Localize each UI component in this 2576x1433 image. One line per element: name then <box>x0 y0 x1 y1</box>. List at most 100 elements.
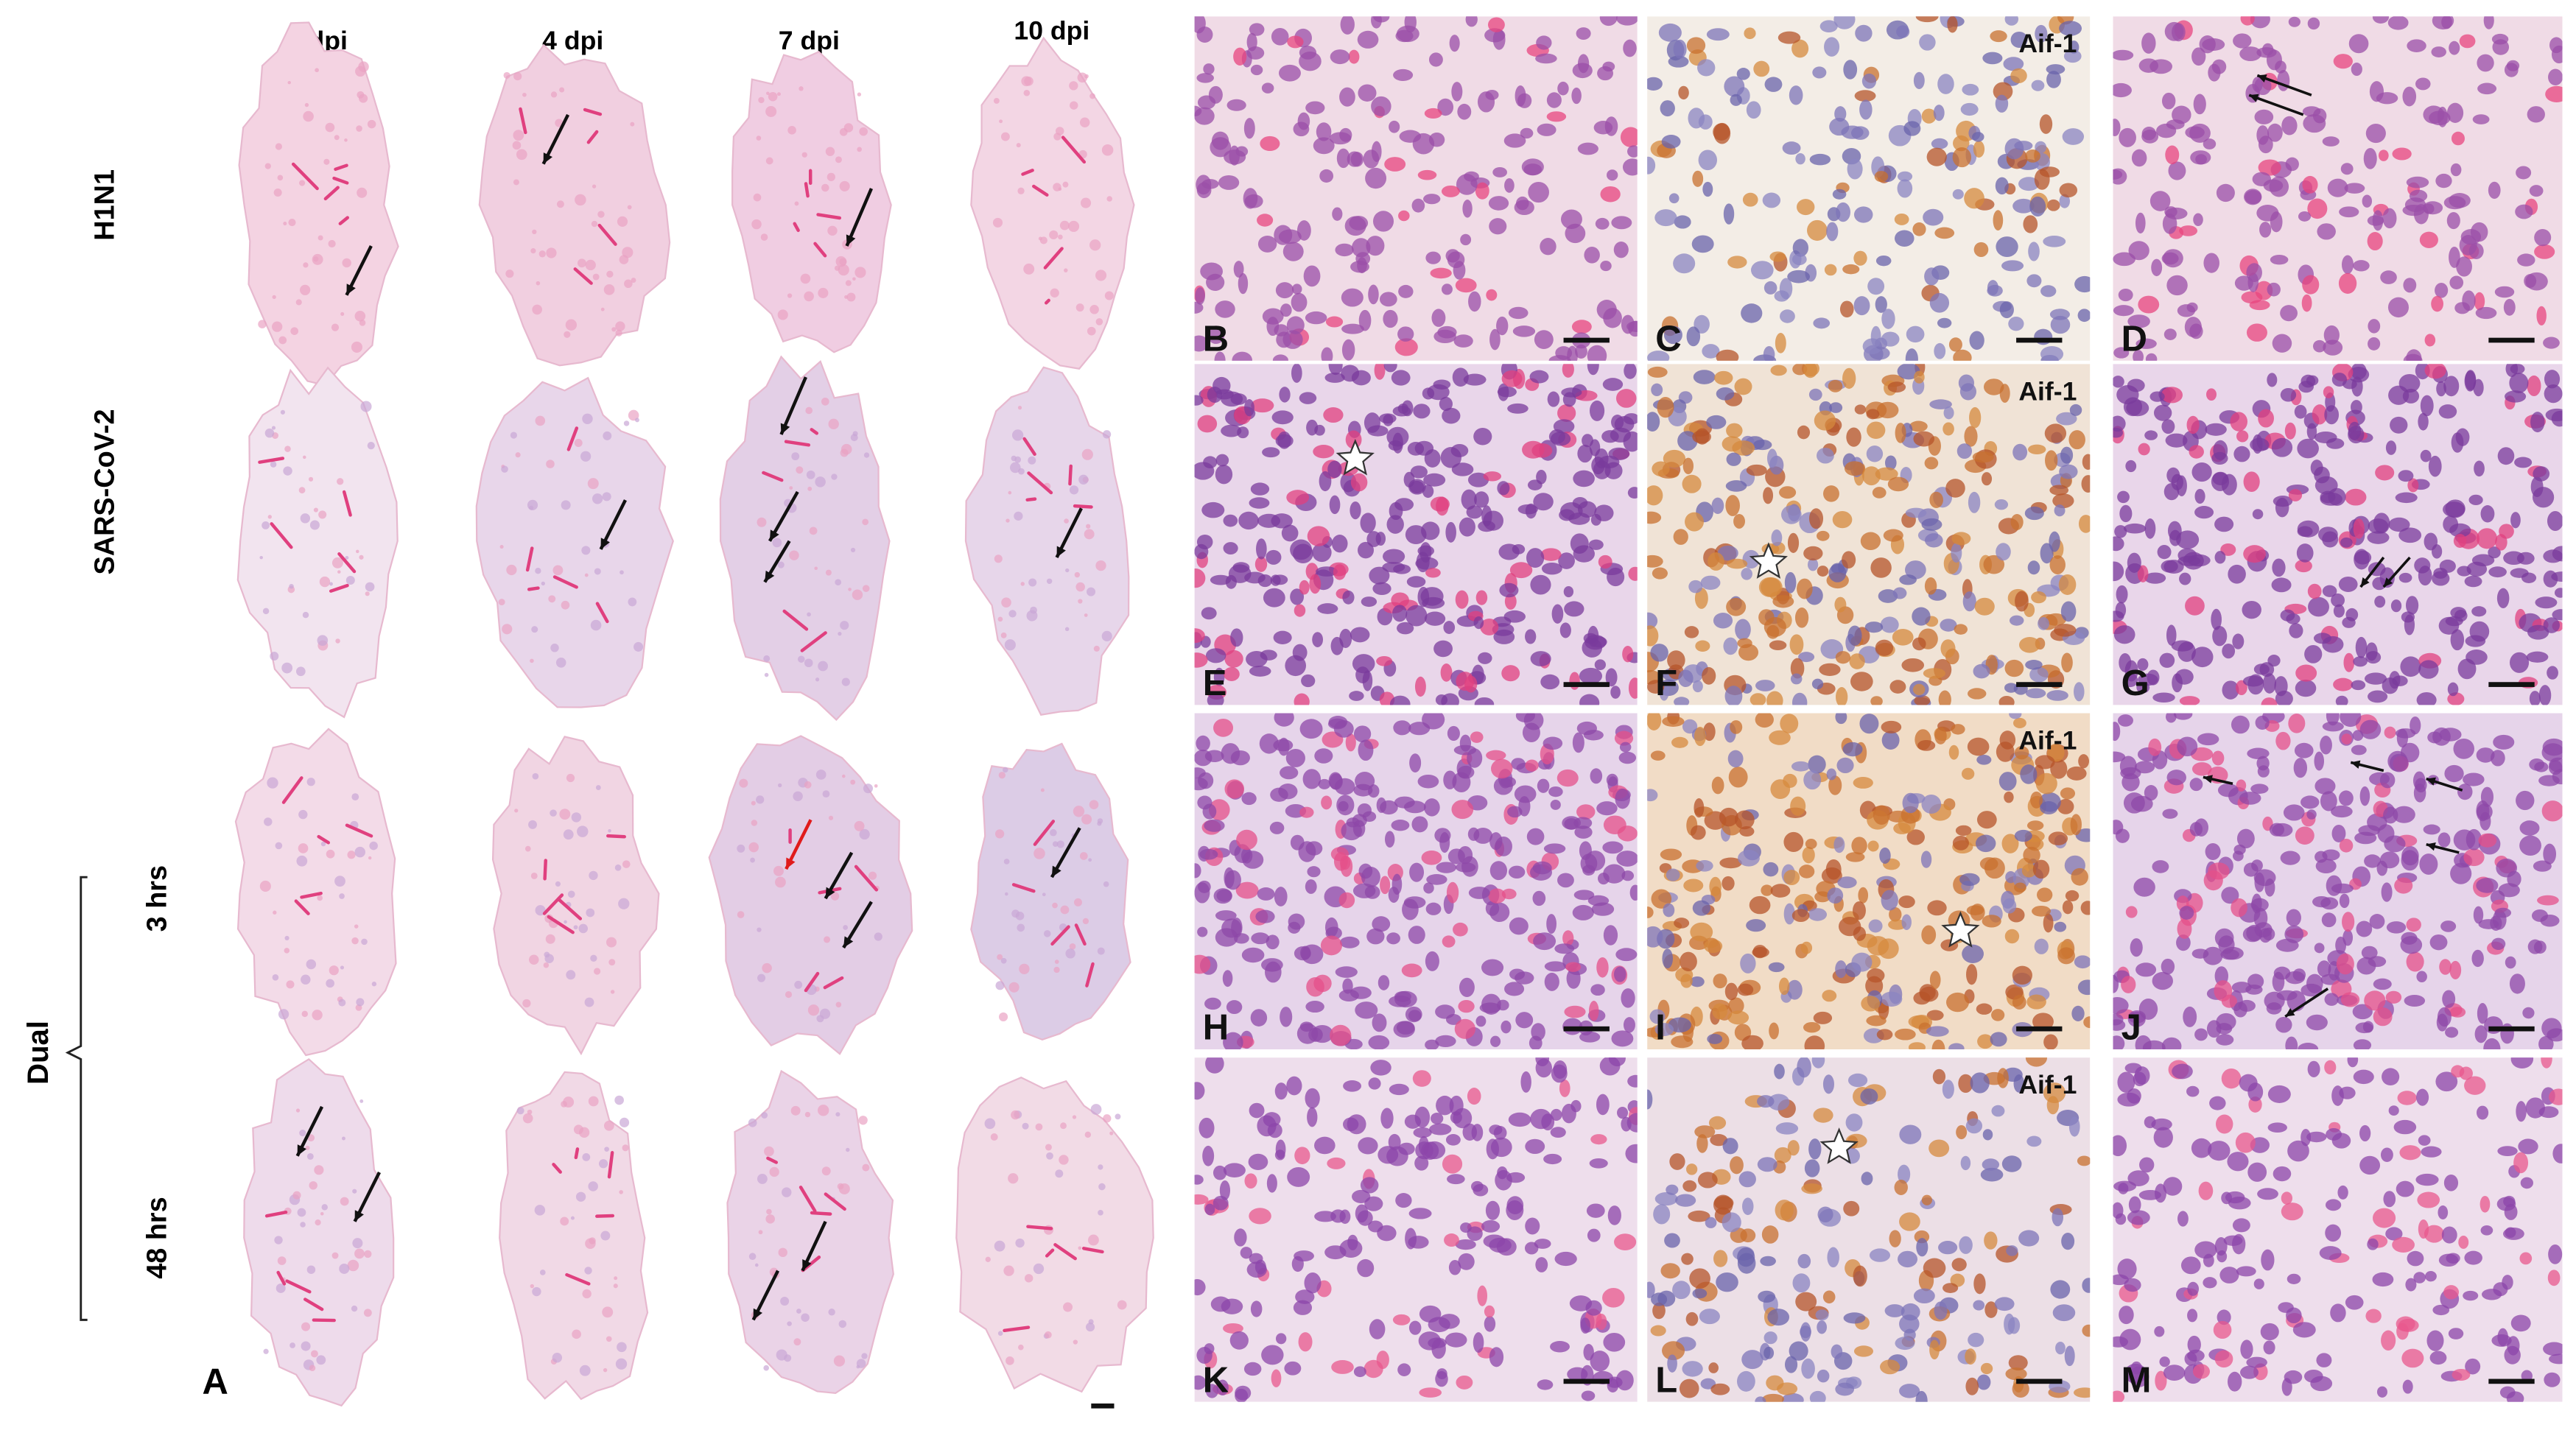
cell <box>2450 163 2462 177</box>
tissue-dot <box>363 1309 372 1317</box>
cell <box>1204 997 1221 1010</box>
cell <box>1522 440 1545 459</box>
cell <box>2444 764 2464 783</box>
cell <box>1723 203 1735 225</box>
cell <box>2149 191 2171 211</box>
cell <box>1392 1314 1411 1325</box>
tissue-dot <box>588 1096 599 1107</box>
cell <box>2519 835 2541 856</box>
cell <box>2353 656 2368 667</box>
cell <box>1336 148 1350 169</box>
cell <box>1887 381 1906 393</box>
cell <box>1550 1127 1566 1138</box>
cell <box>1537 778 1550 793</box>
cell <box>2194 506 2214 519</box>
cell <box>2367 215 2384 226</box>
cell <box>2463 848 2485 867</box>
tissue-dot <box>766 1208 772 1215</box>
cell <box>1657 396 1674 418</box>
cell <box>1763 862 1779 877</box>
cell <box>1350 627 1370 643</box>
cell <box>2037 887 2053 902</box>
star <box>1749 542 1789 579</box>
cell <box>2480 811 2491 831</box>
histology-panel: H <box>1194 713 1638 1049</box>
cell <box>1198 880 1211 893</box>
cell <box>2320 735 2332 755</box>
cell <box>1832 189 1847 200</box>
cell <box>1742 192 1758 207</box>
cell <box>2340 537 2353 548</box>
tissue-dot <box>874 784 878 788</box>
cell <box>2133 877 2155 897</box>
cell <box>2144 430 2158 440</box>
cell <box>1654 1023 1674 1036</box>
cell <box>1959 1236 1973 1254</box>
cell <box>1561 1103 1576 1124</box>
cell <box>1913 71 1925 89</box>
panel-letter: M <box>2121 1360 2152 1400</box>
cell <box>1266 549 1282 565</box>
cell <box>1288 913 1305 930</box>
cell <box>1301 944 1324 965</box>
cell <box>2419 231 2438 248</box>
cell <box>1393 564 1411 574</box>
cell <box>2113 722 2121 742</box>
cell <box>1758 609 1775 626</box>
tissue-dot <box>340 965 345 970</box>
cell <box>1451 82 1463 102</box>
cell <box>2548 1244 2563 1264</box>
cell <box>2424 364 2446 379</box>
cell <box>2263 673 2277 694</box>
tissue-dot <box>590 619 602 631</box>
cell <box>2161 387 2183 404</box>
cell <box>1489 218 1507 235</box>
tissue-dot <box>1001 597 1011 608</box>
cell <box>2385 440 2397 455</box>
tissue-dot <box>852 277 856 281</box>
tissue-dot <box>303 262 309 268</box>
cell <box>1764 77 1783 92</box>
cell <box>2364 990 2386 1011</box>
cell <box>1589 1158 1608 1169</box>
tissue-dot <box>617 1342 627 1353</box>
cell <box>2138 1189 2162 1200</box>
cell <box>1474 491 1489 508</box>
cell <box>1541 1113 1555 1131</box>
cell <box>1724 76 1745 97</box>
cell <box>1596 801 1618 816</box>
cell <box>1240 1247 1252 1259</box>
tissue-dot <box>1102 430 1112 439</box>
cell <box>1929 1339 1940 1360</box>
cell <box>2012 198 2035 214</box>
cell <box>1737 638 1752 649</box>
cell <box>1795 152 1805 165</box>
cell <box>1945 479 1965 498</box>
tissue-dot <box>776 92 781 96</box>
tissue-dot <box>1055 1169 1064 1178</box>
cell <box>1279 387 1291 403</box>
cell <box>2418 660 2439 679</box>
cell <box>1617 1107 1629 1119</box>
cell <box>1525 503 1537 519</box>
tissue-dot <box>309 1365 316 1372</box>
cell <box>2012 443 2028 461</box>
cell <box>2203 253 2219 273</box>
cell <box>2402 86 2417 107</box>
cell <box>1305 1001 1324 1013</box>
tissue-dot <box>1028 456 1036 465</box>
cell <box>1336 795 1355 816</box>
cell <box>2432 1304 2450 1316</box>
cell <box>1783 773 1797 788</box>
cell <box>2415 77 2431 91</box>
cell <box>2535 596 2558 609</box>
tissue-dot <box>355 66 366 77</box>
cell <box>1962 591 1976 612</box>
tissue-dot <box>273 910 277 915</box>
cell <box>1860 1088 1878 1105</box>
cell <box>1738 644 1759 661</box>
cell <box>2057 947 2075 965</box>
cell <box>2048 831 2068 845</box>
panel-letter: L <box>1655 1360 1677 1400</box>
vessel <box>291 162 319 191</box>
